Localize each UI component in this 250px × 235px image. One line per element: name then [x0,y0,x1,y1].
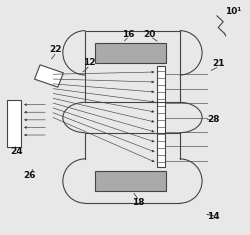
Text: 26: 26 [23,171,36,180]
Bar [95,43,166,63]
Text: 14: 14 [207,212,220,221]
Bar [34,65,64,87]
Bar [157,66,165,167]
Text: 10¹: 10¹ [225,7,241,16]
Text: 22: 22 [49,45,62,54]
Text: 12: 12 [83,58,95,67]
Bar [95,171,166,191]
Text: 18: 18 [132,198,145,207]
Text: 24: 24 [10,147,23,156]
Text: 16: 16 [122,30,135,39]
Text: 21: 21 [212,59,224,68]
Text: 28: 28 [207,115,220,124]
Text: 20: 20 [144,30,156,39]
Bar [7,100,20,147]
